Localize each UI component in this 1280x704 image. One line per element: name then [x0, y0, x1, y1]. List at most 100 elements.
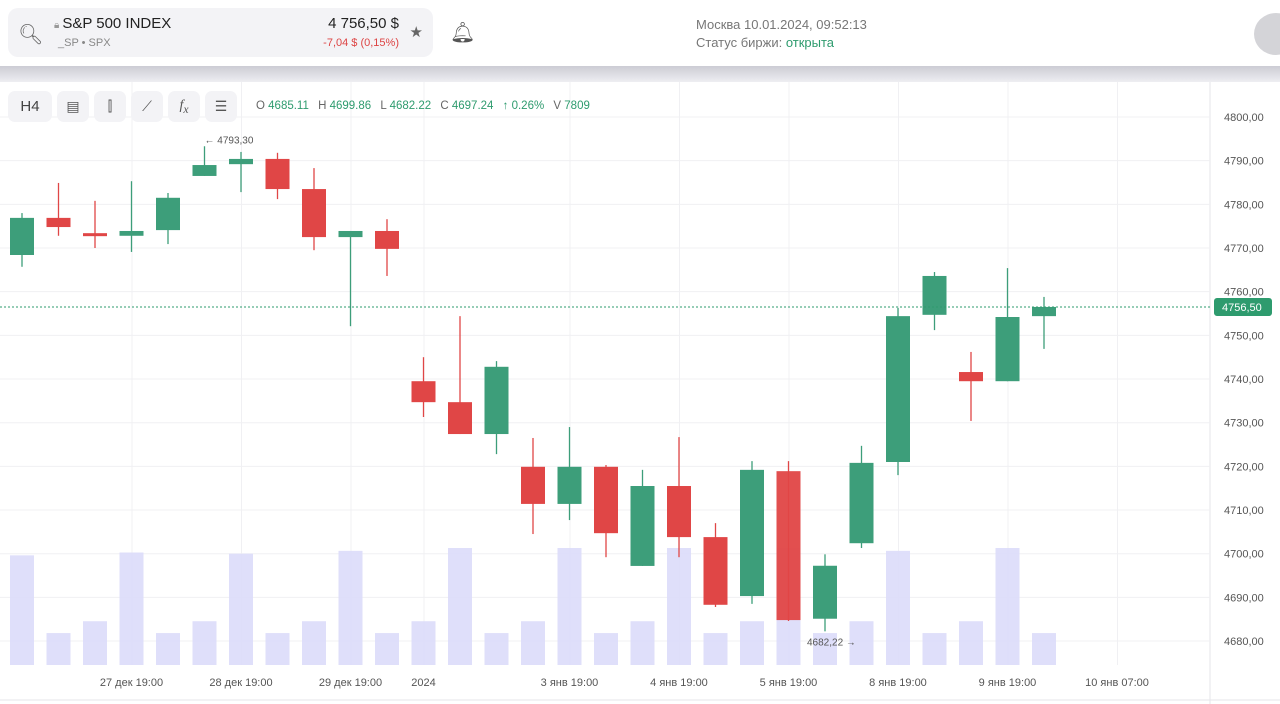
y-tick-label: 4800,00 — [1224, 112, 1264, 124]
candle-body — [886, 316, 910, 462]
favorite-star-icon[interactable]: ★ — [409, 24, 423, 41]
v-label: V — [553, 100, 562, 112]
y-tick-label: 4740,00 — [1224, 374, 1264, 386]
candle-body — [594, 466, 618, 534]
change-percent: ↑ 0.26% — [502, 100, 545, 112]
volume-bar — [448, 548, 472, 665]
y-tick-label: 4710,00 — [1224, 505, 1264, 517]
x-tick-label: 9 янв 19:00 — [979, 677, 1037, 689]
y-tick-label: 4680,00 — [1224, 636, 1264, 648]
candle-body — [302, 189, 326, 238]
search-icon[interactable]: 🔍︎ — [18, 24, 44, 46]
candle-body — [813, 565, 837, 619]
order-icon[interactable]: ▤ — [57, 91, 89, 122]
x-tick-label: 2024 — [411, 677, 435, 689]
chart-area[interactable] — [0, 82, 1280, 704]
exchange-status: Москва 10.01.2024, 09:52:13 Статус биржи… — [696, 16, 867, 52]
y-tick-label: 4790,00 — [1224, 156, 1264, 168]
volume-bar — [886, 550, 910, 665]
drawing-tool-icon[interactable]: ⟋ — [131, 91, 163, 122]
current-price-label: 4756,50 — [1222, 302, 1262, 314]
volume-bar — [484, 633, 509, 665]
candle-body — [156, 197, 180, 231]
volume-bar — [630, 621, 655, 665]
y-tick-label: 4690,00 — [1224, 592, 1264, 604]
candle-body — [849, 462, 874, 544]
x-tick-label: 8 янв 19:00 — [869, 677, 927, 689]
add-alert-bell-icon[interactable]: 🔔︎ — [450, 22, 476, 44]
x-tick-label: 29 дек 19:00 — [319, 677, 382, 689]
volume-bar — [375, 633, 399, 665]
y-tick-label: 4700,00 — [1224, 549, 1264, 561]
volume-bar — [959, 621, 983, 665]
candle-body — [776, 471, 801, 621]
candle-body — [557, 466, 582, 504]
volume-bar — [521, 621, 545, 665]
status-value: открыта — [785, 35, 835, 50]
chart-type-candles-icon[interactable]: ⫿ — [94, 91, 126, 122]
volume-bar — [849, 621, 874, 665]
volume-bar — [740, 621, 764, 665]
status-label: Статус биржи: — [696, 35, 783, 50]
instrument-symbol: _SP • SPX — [58, 37, 111, 49]
extreme-price-annotation: ← 4793,30 — [205, 135, 254, 146]
volume-bar — [83, 621, 107, 665]
current-price-tag — [1214, 297, 1272, 316]
volume-bar — [1032, 633, 1056, 665]
x-tick-label: 5 янв 19:00 — [760, 677, 818, 689]
x-tick-label: 10 янв 07:00 — [1085, 677, 1149, 689]
settings-sliders-icon[interactable]: ☰ — [205, 91, 237, 122]
open-value: 4685.11 — [268, 100, 309, 112]
volume-bar — [813, 633, 837, 665]
candle-body — [46, 217, 71, 228]
divider — [0, 66, 1280, 82]
volume-value: 7809 — [564, 100, 590, 112]
price-change: -7,04 $ (0,15%) — [323, 37, 399, 49]
candle-body — [229, 158, 253, 165]
l-label: L — [380, 100, 387, 112]
candle-body — [995, 317, 1020, 382]
volume-bar — [411, 621, 436, 665]
ohlc-legend: O 4685.11 H 4699.86 L 4682.22 C 4697.24 … — [256, 100, 596, 112]
volume-bar — [594, 633, 618, 665]
instrument-card[interactable]: 🔍︎ 🔒︎ S&P 500 INDEX _SP • SPX 4 756,50 $ … — [8, 8, 433, 57]
y-tick-label: 4750,00 — [1224, 330, 1264, 342]
instrument-name: 🔒︎ S&P 500 INDEX — [54, 15, 171, 32]
volume-bar — [302, 621, 326, 665]
y-tick-label: 4770,00 — [1224, 243, 1264, 255]
chart-toolbar: H4 ▤ ⫿ ⟋ fx ☰ — [8, 91, 237, 122]
instrument-title: S&P 500 INDEX — [62, 15, 172, 32]
candle-body — [740, 469, 764, 597]
candle-body — [338, 230, 363, 238]
candle-body — [1032, 306, 1056, 317]
y-tick-label: 4760,00 — [1224, 287, 1264, 299]
candle-body — [703, 537, 728, 605]
timeframe-button[interactable]: H4 — [8, 91, 52, 122]
candle-body — [667, 486, 691, 538]
x-tick-label: 28 дек 19:00 — [209, 677, 272, 689]
volume-bar — [192, 621, 217, 665]
volume-bar — [557, 548, 582, 665]
low-value: 4682.22 — [389, 100, 432, 112]
candle-body — [922, 275, 947, 315]
close-value: 4697.24 — [451, 100, 494, 112]
h-label: H — [318, 100, 327, 112]
volume-bar — [156, 633, 180, 665]
candle-body — [119, 230, 144, 236]
volume-bar — [995, 548, 1020, 665]
x-tick-label: 3 янв 19:00 — [541, 677, 599, 689]
y-tick-label: 4720,00 — [1224, 461, 1264, 473]
x-tick-label: 27 дек 19:00 — [100, 677, 163, 689]
candle-body — [521, 466, 545, 504]
extreme-price-annotation: 4682,22 → — [807, 637, 856, 648]
candle-body — [83, 233, 107, 237]
volume-bar — [265, 633, 290, 665]
instrument-price: 4 756,50 $ — [328, 15, 399, 32]
volume-bar — [338, 550, 363, 665]
indicators-fx-icon[interactable]: fx — [168, 91, 200, 122]
y-tick-label: 4780,00 — [1224, 199, 1264, 211]
candle-body — [375, 230, 399, 249]
candle-body — [448, 402, 472, 435]
volume-bar — [922, 633, 947, 665]
